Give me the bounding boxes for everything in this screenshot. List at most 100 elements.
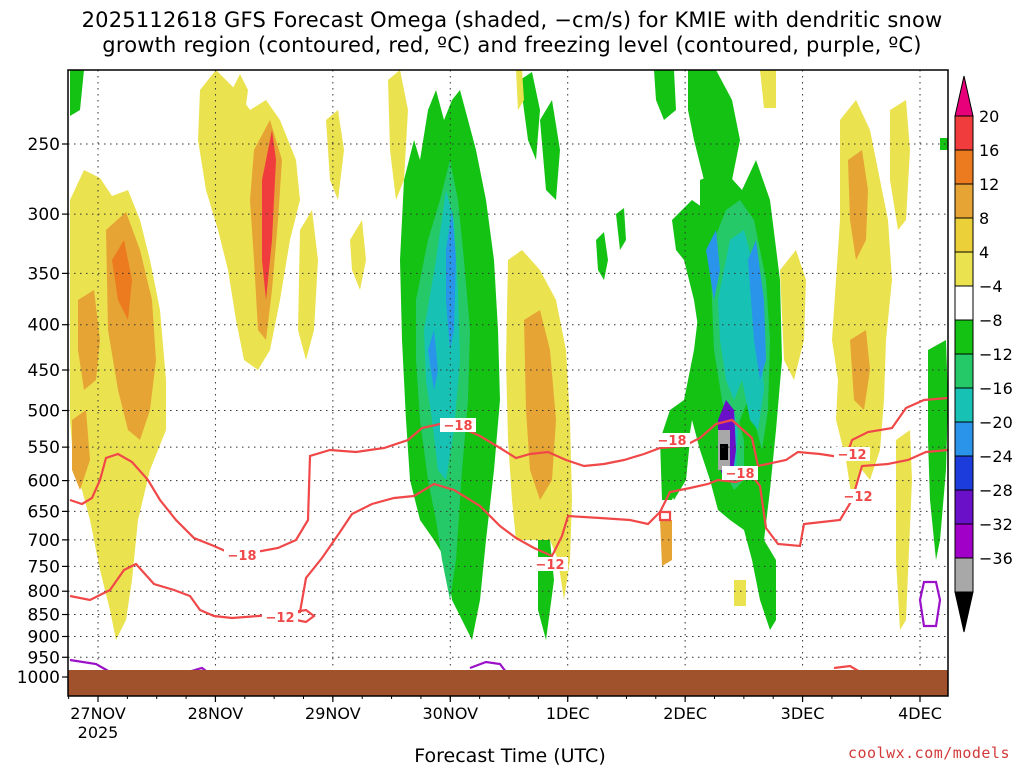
y-tick-label: 700: [28, 531, 60, 551]
colorbar-label: −8: [979, 311, 1003, 330]
contour-labels: −18 −18 −12 −12 −18 −12 −18 −12: [224, 418, 876, 626]
omega-region: [780, 250, 806, 380]
omega-region: [388, 70, 408, 200]
omega-region: [832, 100, 892, 500]
chart-title-line1: 2025112618 GFS Forecast Omega (shaded, −…: [81, 8, 943, 32]
colorbar-label: −20: [979, 413, 1013, 432]
y-tick-label: 350: [28, 264, 60, 284]
omega-region: [720, 444, 728, 460]
colorbar-cell: [954, 319, 974, 355]
dgz-contour-label: −12: [840, 489, 876, 505]
y-tick-label: 800: [28, 582, 60, 602]
omega-region: [262, 130, 276, 300]
colorbar-label: 16: [979, 141, 999, 160]
dgz-contour-label: −12: [532, 557, 568, 573]
dgz-contour-minus18: [69, 396, 948, 556]
x-tick-sublabel: 2025: [78, 723, 119, 742]
plot-frame: [67, 69, 949, 697]
colorbar-label: 12: [979, 175, 999, 194]
colorbar-cell: [954, 557, 974, 593]
omega-region: [428, 330, 438, 390]
chart-title: 2025112618 GFS Forecast Omega (shaded, −…: [0, 8, 1024, 58]
contour-label-bg: [654, 433, 690, 447]
y-tick-label: 250: [28, 135, 60, 155]
colorbar-cell: [954, 523, 974, 559]
y-tick-label: 650: [28, 502, 60, 522]
colorbar-cell: [954, 75, 974, 117]
x-tick-label: 4DEC: [898, 704, 942, 723]
colorbar-label: −28: [979, 481, 1013, 500]
contour-label-text: −18: [444, 419, 473, 434]
omega-region: [326, 110, 344, 200]
y-tick-label: 500: [28, 402, 60, 422]
x-tick-label: 29NOV: [305, 704, 361, 723]
omega-region: [748, 240, 766, 380]
omega-region: [538, 520, 554, 640]
omega-region: [78, 290, 100, 390]
colorbar-cell: [954, 591, 974, 633]
contour-label-text: −12: [838, 448, 867, 463]
omega-region: [896, 430, 912, 630]
colorbar-label: −32: [979, 515, 1013, 534]
site-credit: coolwx.com/models: [847, 744, 1010, 762]
contours: [69, 396, 948, 675]
x-tick-label: 30NOV: [422, 704, 478, 723]
dgz-contour-label: −12: [262, 610, 298, 626]
omega-region: [350, 220, 366, 290]
colorbar-label: −4: [979, 277, 1003, 296]
omega-region: [890, 100, 910, 230]
dgz-contour-label: −18: [440, 418, 476, 434]
colorbar-cell: [954, 285, 974, 321]
colorbar-cell: [954, 387, 974, 423]
contour-label-bg: [834, 447, 870, 461]
colorbar-label: −16: [979, 379, 1013, 398]
colorbar-label: 4: [979, 243, 989, 262]
y-tick-label: 950: [28, 648, 60, 668]
omega-region: [540, 100, 560, 200]
colorbar-label: 20: [979, 107, 999, 126]
contour-label-bg: [722, 466, 758, 480]
dgz-contour-label: −18: [722, 466, 758, 482]
omega-region: [72, 410, 90, 490]
contour-label-text: −12: [266, 611, 295, 626]
contour-label-text: −18: [726, 467, 755, 482]
colorbar-label: −12: [979, 345, 1013, 364]
y-tick-label: 1000: [17, 668, 60, 688]
y-tick-label: 750: [28, 557, 60, 577]
dgz-contour-label: −12: [834, 447, 870, 463]
colorbar-cell: [954, 421, 974, 457]
omega-region: [520, 72, 540, 160]
contour-label-bg: [840, 489, 876, 503]
y-tick-label: 450: [28, 361, 60, 381]
x-tick-label: 2DEC: [663, 704, 707, 723]
colorbar: 20 16 12 8 4 −4 −8 −12 −16 −20 −24 −28 −32 −36: [954, 75, 1013, 633]
y-tick-label: 600: [28, 472, 60, 492]
contour-label-text: −18: [658, 434, 687, 449]
colorbar-cell: [954, 115, 974, 151]
y-tick-label: 300: [28, 205, 60, 225]
x-tick-label: 28NOV: [188, 704, 244, 723]
omega-region: [706, 230, 720, 300]
dgz-small-loop: [293, 608, 316, 624]
omega-region: [112, 240, 132, 320]
contour-label-bg: [224, 548, 260, 562]
dgz-contour-label: −18: [224, 548, 260, 564]
contour-label-text: −12: [844, 490, 873, 505]
x-axis-label: Forecast Time (UTC): [414, 745, 606, 767]
contour-label-text: −12: [536, 558, 565, 573]
omega-region: [666, 404, 690, 500]
x-tick-label: 1DEC: [546, 704, 590, 723]
omega-shading: [70, 70, 948, 640]
omega-region: [760, 70, 776, 108]
dgz-contour-label: −18: [654, 433, 690, 449]
y-axis: 2503003504004505005506006507007508008509…: [17, 135, 68, 688]
colorbar-label: 8: [979, 209, 989, 228]
omega-region: [660, 520, 672, 566]
colorbar-cell: [954, 489, 974, 525]
omega-region: [654, 70, 676, 120]
y-tick-label: 900: [28, 627, 60, 647]
contour-label-text: −18: [228, 549, 257, 564]
colorbar-label: −36: [979, 549, 1013, 568]
